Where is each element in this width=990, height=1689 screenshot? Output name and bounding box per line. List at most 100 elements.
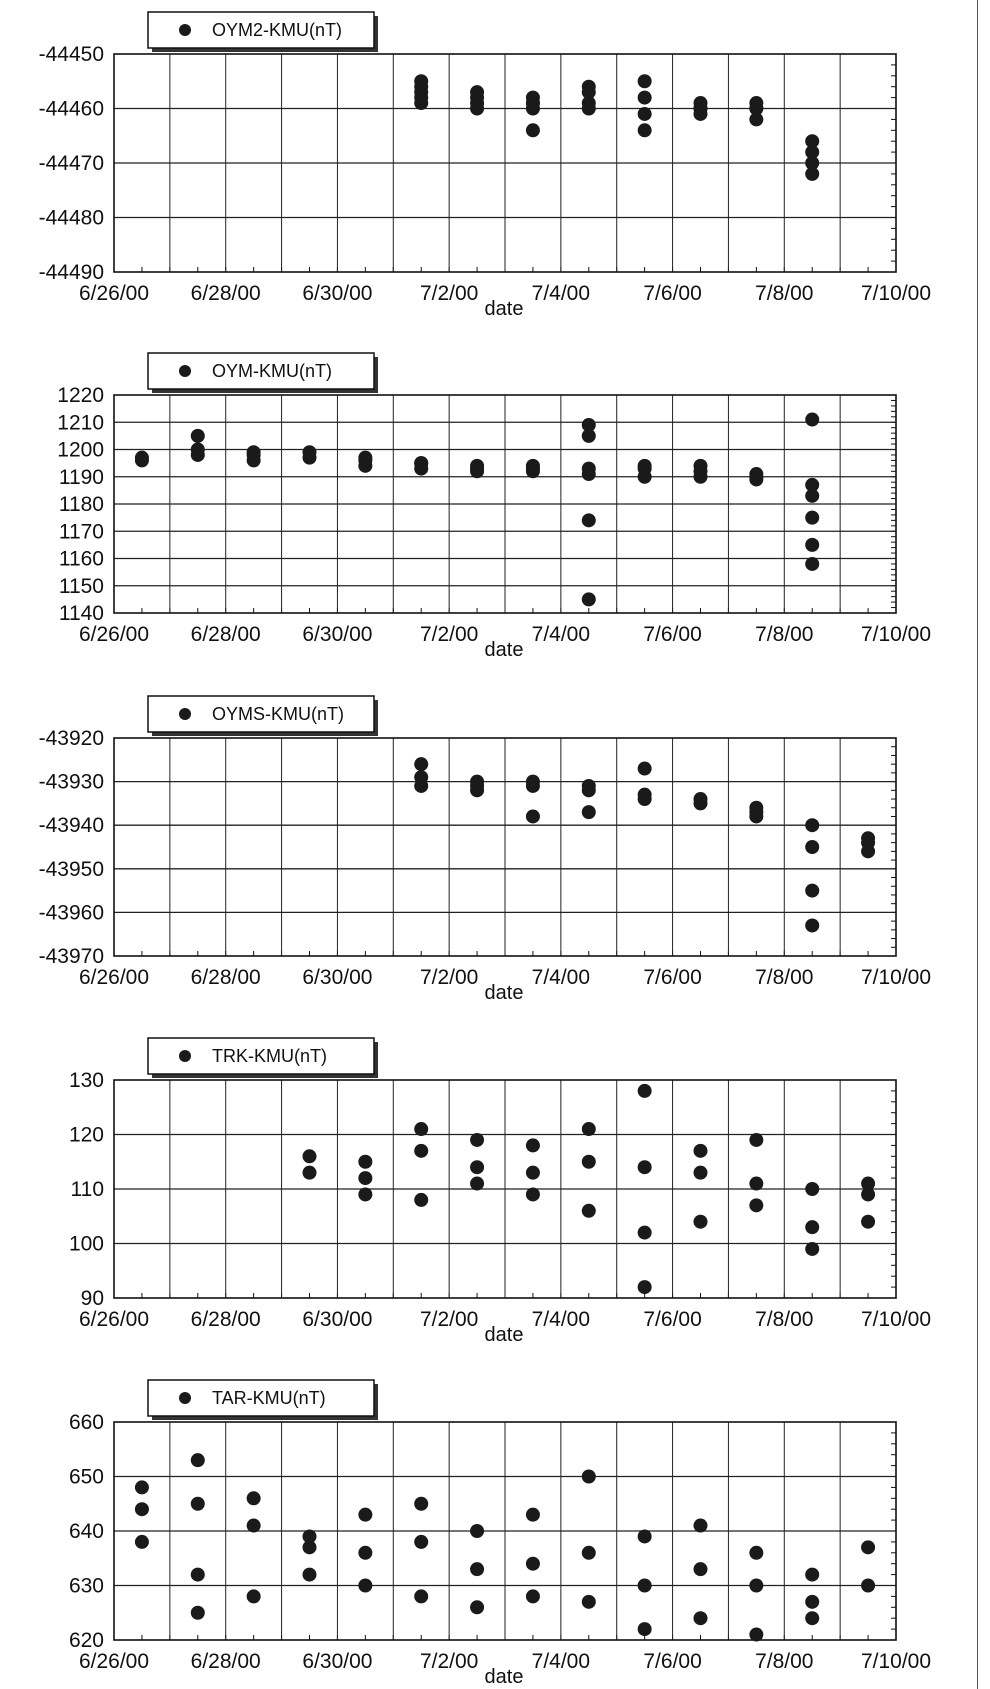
legend-label: OYM2-KMU(nT) xyxy=(212,20,342,40)
data-point xyxy=(637,1529,652,1544)
data-point xyxy=(693,796,708,811)
data-point xyxy=(414,1589,429,1604)
data-point xyxy=(358,1578,373,1593)
data-point xyxy=(414,1496,429,1511)
y-tick-label: 120 xyxy=(69,1124,104,1147)
data-point xyxy=(637,1578,652,1593)
data-point xyxy=(246,1518,261,1533)
data-point xyxy=(525,1165,540,1180)
y-tick-label: 130 xyxy=(69,1069,104,1092)
data-point xyxy=(749,1627,764,1642)
x-tick-label: 6/28/00 xyxy=(191,1650,261,1673)
x-tick-label: 7/6/00 xyxy=(643,1650,701,1673)
data-point xyxy=(525,1556,540,1571)
data-point xyxy=(358,458,373,473)
chart-2: 1220 1210 1200 1190 1180 1170 1160 1150 11406/26… xyxy=(57,352,931,661)
x-tick-label: 6/28/00 xyxy=(191,282,261,305)
x-tick-label: 7/6/00 xyxy=(643,1308,701,1331)
legend-label: OYM-KMU(nT) xyxy=(212,361,332,381)
data-point xyxy=(470,1524,485,1538)
data-point xyxy=(637,1622,652,1637)
y-tick-label: 1160 xyxy=(59,548,104,571)
data-point xyxy=(637,74,652,89)
data-point xyxy=(581,1469,596,1484)
data-point xyxy=(134,453,149,468)
data-point xyxy=(749,1132,764,1147)
data-point xyxy=(358,1171,373,1186)
x-axis-label: date xyxy=(485,298,524,320)
data-point xyxy=(693,1214,708,1229)
data-point xyxy=(414,90,429,105)
x-tick-label: 7/6/00 xyxy=(643,966,701,989)
data-point xyxy=(302,1540,317,1555)
y-tick-label: -44470 xyxy=(39,152,104,175)
data-point xyxy=(637,469,652,484)
data-point xyxy=(805,918,820,933)
y-tick-label: 650 xyxy=(69,1466,104,1489)
x-tick-label: 7/4/00 xyxy=(532,623,590,646)
data-point xyxy=(749,1198,764,1213)
y-tick-label: -43970 xyxy=(39,945,104,968)
legend-marker xyxy=(179,365,191,377)
y-tick-label: 1190 xyxy=(59,466,104,489)
y-tick-label: 640 xyxy=(69,1520,104,1543)
data-point xyxy=(358,1507,373,1522)
data-point xyxy=(749,1578,764,1593)
y-tick-label: -44450 xyxy=(39,43,104,66)
data-point xyxy=(805,1611,820,1626)
data-point xyxy=(302,1165,317,1180)
legend-label: OYMS-KMU(nT) xyxy=(212,704,344,724)
data-point xyxy=(414,461,429,476)
data-point xyxy=(246,1589,261,1604)
data-point xyxy=(470,1132,485,1147)
data-point xyxy=(581,1203,596,1218)
data-point xyxy=(805,510,820,525)
data-point xyxy=(302,445,317,460)
data-point xyxy=(805,818,820,833)
data-point xyxy=(190,447,205,462)
data-point xyxy=(581,467,596,482)
y-tick-label: 90 xyxy=(81,1287,104,1310)
y-tick-label: -44490 xyxy=(39,261,104,284)
data-point xyxy=(861,1578,876,1593)
data-point xyxy=(805,488,820,503)
y-tick-label: 630 xyxy=(69,1575,104,1598)
data-point xyxy=(525,1138,540,1153)
data-point xyxy=(470,1176,485,1191)
legend-marker xyxy=(179,708,191,720)
data-point xyxy=(358,1187,373,1202)
data-point xyxy=(805,1241,820,1256)
data-point xyxy=(805,477,820,492)
data-point xyxy=(581,428,596,443)
x-tick-label: 7/6/00 xyxy=(643,623,701,646)
x-tick-label: 7/10/00 xyxy=(861,1650,931,1673)
x-tick-label: 7/4/00 xyxy=(532,282,590,305)
data-point xyxy=(861,1176,876,1191)
data-point xyxy=(525,809,540,824)
data-point xyxy=(861,1214,876,1229)
y-tick-label: -44460 xyxy=(39,98,104,121)
data-point xyxy=(414,770,429,785)
y-tick-label: -44480 xyxy=(39,207,104,230)
data-point xyxy=(637,90,652,105)
data-point xyxy=(414,1122,429,1137)
data-point xyxy=(525,1187,540,1202)
data-point xyxy=(581,1154,596,1169)
data-point xyxy=(525,123,540,138)
x-tick-label: 7/8/00 xyxy=(755,966,813,989)
y-tick-label: 660 xyxy=(69,1411,104,1434)
data-point xyxy=(693,1611,708,1626)
data-point xyxy=(134,1534,149,1549)
plot-frame xyxy=(113,737,897,957)
data-point xyxy=(805,156,820,170)
data-point xyxy=(470,101,485,116)
x-tick-label: 7/2/00 xyxy=(420,1650,478,1673)
x-tick-label: 7/4/00 xyxy=(532,1308,590,1331)
data-point xyxy=(637,1225,652,1240)
y-tick-label: 100 xyxy=(69,1233,104,1256)
data-point xyxy=(358,1545,373,1560)
x-axis-label: date xyxy=(485,1324,524,1346)
y-tick-label: -43960 xyxy=(39,901,104,924)
x-tick-label: 7/2/00 xyxy=(420,966,478,989)
data-point xyxy=(246,1491,261,1506)
